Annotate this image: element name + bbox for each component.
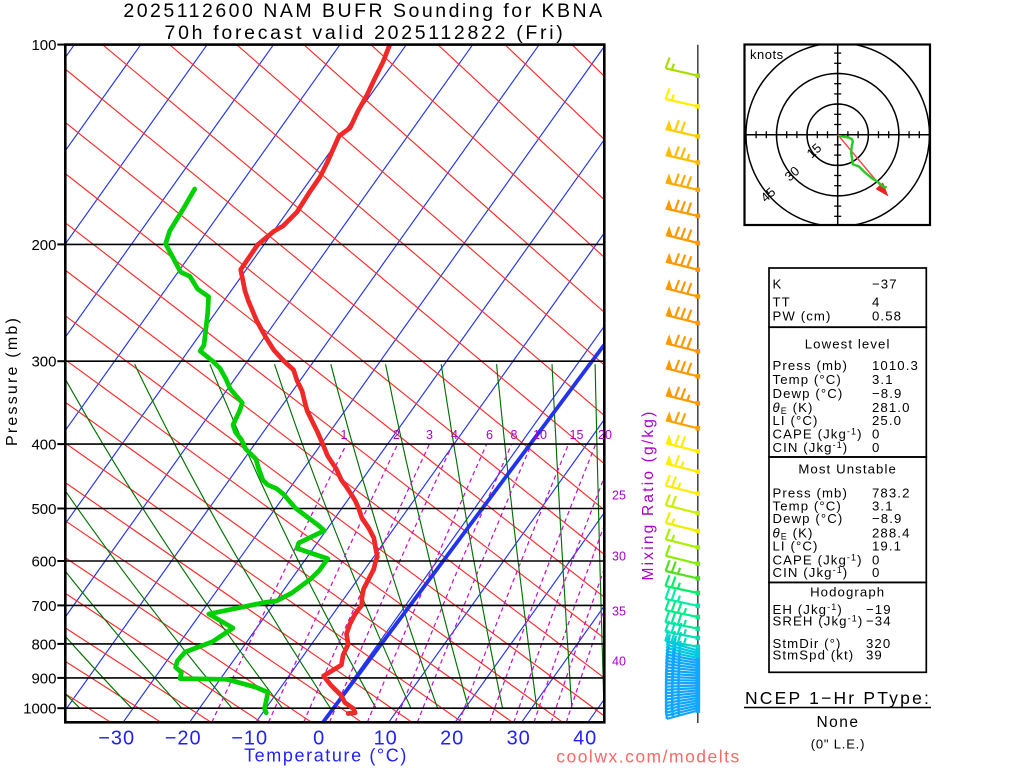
svg-text:StmSpd (kt): StmSpd (kt): [773, 648, 855, 663]
svg-text:coolwx.com/modelts: coolwx.com/modelts: [556, 747, 741, 767]
svg-text:20: 20: [598, 428, 612, 442]
svg-text:39: 39: [866, 648, 883, 663]
svg-text:(0" L.E.): (0" L.E.): [811, 737, 865, 752]
svg-text:70h forecast valid 2025112822: 70h forecast valid 2025112822 (Fri): [165, 22, 566, 44]
svg-text:40: 40: [612, 655, 626, 669]
svg-text:30: 30: [612, 550, 626, 564]
svg-text:−34: −34: [866, 614, 892, 629]
svg-text:100: 100: [31, 37, 56, 54]
svg-text:0: 0: [872, 565, 880, 580]
svg-text:8: 8: [511, 428, 518, 442]
svg-text:25: 25: [612, 489, 626, 503]
svg-text:Pressure (mb): Pressure (mb): [4, 316, 21, 446]
svg-text:2025112600 NAM BUFR Sounding f: 2025112600 NAM BUFR Sounding for KBNA: [123, 0, 604, 22]
svg-text:6: 6: [486, 428, 493, 442]
svg-text:900: 900: [31, 670, 56, 687]
svg-text:30: 30: [507, 728, 531, 750]
svg-text:10: 10: [533, 428, 547, 442]
svg-text:15: 15: [570, 428, 584, 442]
svg-text:Temp (°C): Temp (°C): [773, 372, 842, 387]
svg-text:0.58: 0.58: [872, 309, 902, 324]
svg-text:200: 200: [31, 237, 56, 254]
svg-text:2: 2: [393, 428, 400, 442]
svg-text:4: 4: [451, 428, 458, 442]
svg-text:Dewp (°C): Dewp (°C): [773, 386, 844, 401]
svg-text:Hodograph: Hodograph: [810, 585, 885, 600]
svg-text:−8.9: −8.9: [872, 511, 902, 526]
svg-text:700: 700: [31, 598, 56, 615]
svg-text:3.1: 3.1: [872, 372, 894, 387]
svg-text:−20: −20: [165, 728, 202, 750]
svg-text:−30: −30: [98, 728, 135, 750]
svg-text:−8.9: −8.9: [872, 386, 902, 401]
svg-text:Lowest level: Lowest level: [805, 336, 891, 351]
svg-text:Dewp (°C): Dewp (°C): [773, 511, 844, 526]
svg-text:800: 800: [31, 636, 56, 653]
svg-text:0: 0: [872, 440, 880, 455]
svg-text:Most Unstable: Most Unstable: [798, 461, 897, 476]
svg-text:NCEP 1−Hr PType:: NCEP 1−Hr PType:: [745, 688, 931, 708]
svg-text:3: 3: [426, 428, 433, 442]
svg-text:1000: 1000: [23, 701, 56, 718]
svg-text:Mixing Ratio (g/kg): Mixing Ratio (g/kg): [640, 409, 657, 580]
svg-text:500: 500: [31, 501, 56, 518]
svg-text:−37: −37: [872, 277, 898, 292]
svg-text:35: 35: [612, 605, 626, 619]
svg-text:TT: TT: [773, 295, 791, 310]
svg-text:4: 4: [872, 295, 880, 310]
svg-text:1010.3: 1010.3: [872, 358, 919, 373]
svg-text:None: None: [816, 714, 859, 731]
svg-text:400: 400: [31, 437, 56, 454]
svg-text:Temperature (°C): Temperature (°C): [244, 746, 408, 766]
svg-text:300: 300: [31, 354, 56, 371]
svg-text:K: K: [773, 277, 783, 292]
svg-text:PW (cm): PW (cm): [773, 309, 832, 324]
svg-text:600: 600: [31, 553, 56, 570]
svg-text:knots: knots: [750, 47, 784, 62]
svg-text:1: 1: [341, 428, 348, 442]
svg-text:20: 20: [440, 728, 464, 750]
svg-text:Press (mb): Press (mb): [773, 358, 848, 373]
